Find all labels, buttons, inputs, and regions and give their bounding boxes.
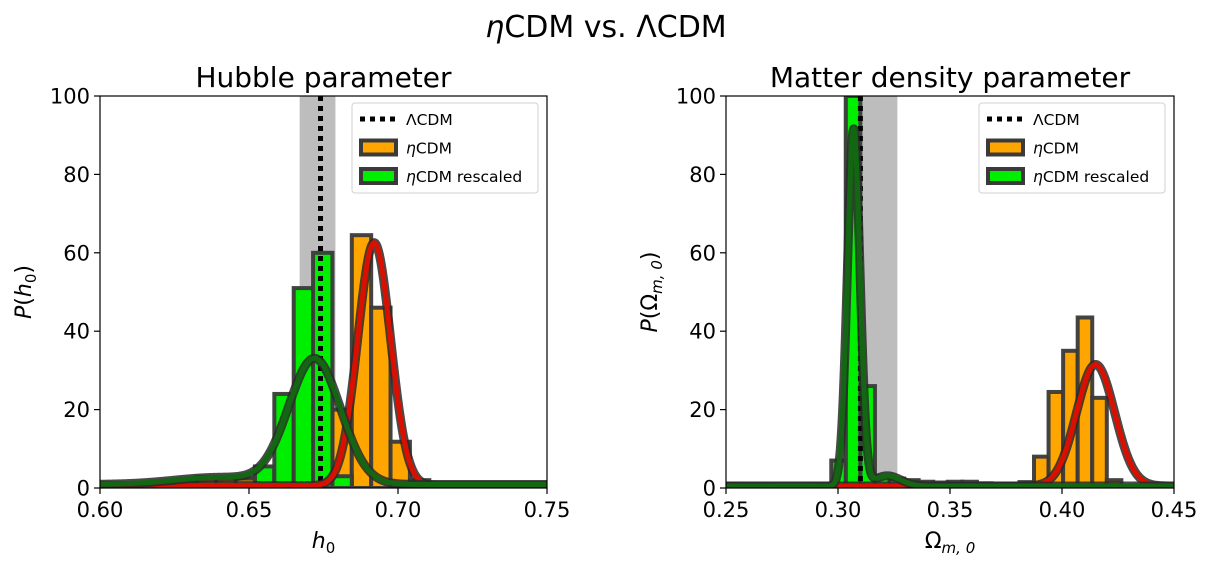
legend-patch-swatch [986, 167, 1025, 185]
y-label-subscript: m, 0 [648, 260, 666, 294]
x-axis-label: Ωm, 0 [925, 529, 976, 557]
y-tick-label: 20 [689, 398, 716, 422]
x-tick-label: 0.35 [927, 498, 974, 522]
panel-title: Hubble parameter [195, 61, 452, 94]
x-tick-label: 0.60 [77, 498, 124, 522]
legend-text: CDM [416, 140, 452, 158]
legend-patch-swatch [359, 167, 398, 185]
legend-entry-label: ΛCDM [406, 111, 453, 129]
legend-patch-swatch [986, 138, 1025, 157]
histogram-bar [671, 484, 686, 488]
y-tick-label: 100 [676, 85, 716, 109]
y-label-symbol: h [12, 283, 37, 297]
legend-patch-swatch [359, 138, 398, 157]
legend-entry-label: ΛCDM [1033, 111, 1080, 129]
x-tick-label: 0.75 [524, 498, 571, 522]
legend-entry-label: ηCDM rescaled [1033, 168, 1149, 186]
y-label-p: P [638, 318, 663, 332]
x-label-symbol: h [312, 529, 326, 554]
y-tick-label: 40 [63, 320, 90, 344]
legend-entry-label: ηCDM [1033, 140, 1079, 158]
y-label-paren: ( [638, 311, 663, 320]
legend-text: CDM [1043, 140, 1079, 158]
y-label-paren: ) [12, 265, 37, 274]
y-label-paren: ( [12, 297, 37, 306]
fit-curve-etacdm-rescaled [726, 126, 1174, 488]
legend-text: CDM rescaled [416, 168, 522, 186]
histogram-bar [1090, 395, 1109, 488]
suptitle-eta: η [485, 10, 504, 45]
legend-eta: η [406, 140, 416, 158]
x-tick-label: 0.40 [1039, 498, 1086, 522]
legend-eta: η [406, 168, 416, 186]
figure-suptitle: ηCDM vs. ΛCDM [485, 10, 726, 45]
x-tick-label: 0.45 [1151, 498, 1198, 522]
x-tick-label: 0.70 [375, 498, 422, 522]
x-tick-label: 0.25 [703, 498, 750, 522]
legend-text: ΛCDM [406, 111, 453, 129]
y-label-subscript: 0 [22, 274, 40, 284]
y-tick-label: 20 [63, 398, 90, 422]
x-axis-label: h0 [312, 529, 336, 557]
y-tick-label: 60 [63, 241, 90, 265]
y-axis-label: P(Ωm, 0) [638, 252, 666, 333]
suptitle-rest: CDM vs. ΛCDM [504, 10, 726, 45]
histogram-bar [369, 305, 393, 488]
x-label-symbol: Ω [925, 529, 942, 554]
x-tick-label: 0.65 [226, 498, 273, 522]
x-label-subscript: m, 0 [942, 539, 976, 557]
x-tick-label: 0.30 [815, 498, 862, 522]
legend-eta: η [1033, 168, 1043, 186]
legend-text: CDM rescaled [1043, 168, 1149, 186]
y-axis-label: P(h0) [12, 265, 40, 319]
y-tick-label: 80 [63, 163, 90, 187]
panel-matter-density: 0.25 0.30 0.35 0.40 0.45 0 20 40 60 80 100 Matter d… [638, 61, 1197, 557]
y-tick-label: 100 [50, 85, 90, 109]
legend-entry-label: ηCDM rescaled [406, 168, 522, 186]
y-tick-label: 60 [689, 241, 716, 265]
y-label-p: P [12, 305, 37, 319]
x-label-subscript: 0 [326, 539, 336, 557]
y-tick-label: 0 [77, 477, 90, 501]
y-tick-label: 0 [703, 477, 716, 501]
y-label-paren: ) [638, 252, 663, 261]
y-tick-label: 40 [689, 320, 716, 344]
axes-frame [99, 95, 548, 489]
legend-box [351, 102, 539, 194]
legend-text: ΛCDM [1033, 111, 1080, 129]
y-tick-label: 80 [689, 163, 716, 187]
legend-entry-label: ηCDM [406, 140, 452, 158]
fit-curve-etacdm-rescaled [100, 355, 547, 487]
panel-hubble-parameter: 0.60 0.65 0.70 0.75 0 20 40 60 80 100 Hubble param… [12, 61, 570, 557]
legend-eta: η [1033, 140, 1043, 158]
legend-box [978, 102, 1166, 194]
histogram-bar [686, 484, 701, 488]
panel-title: Matter density parameter [770, 61, 1131, 94]
histogram-etacdm [1017, 315, 1124, 488]
y-label-symbol: Ω [638, 294, 663, 311]
